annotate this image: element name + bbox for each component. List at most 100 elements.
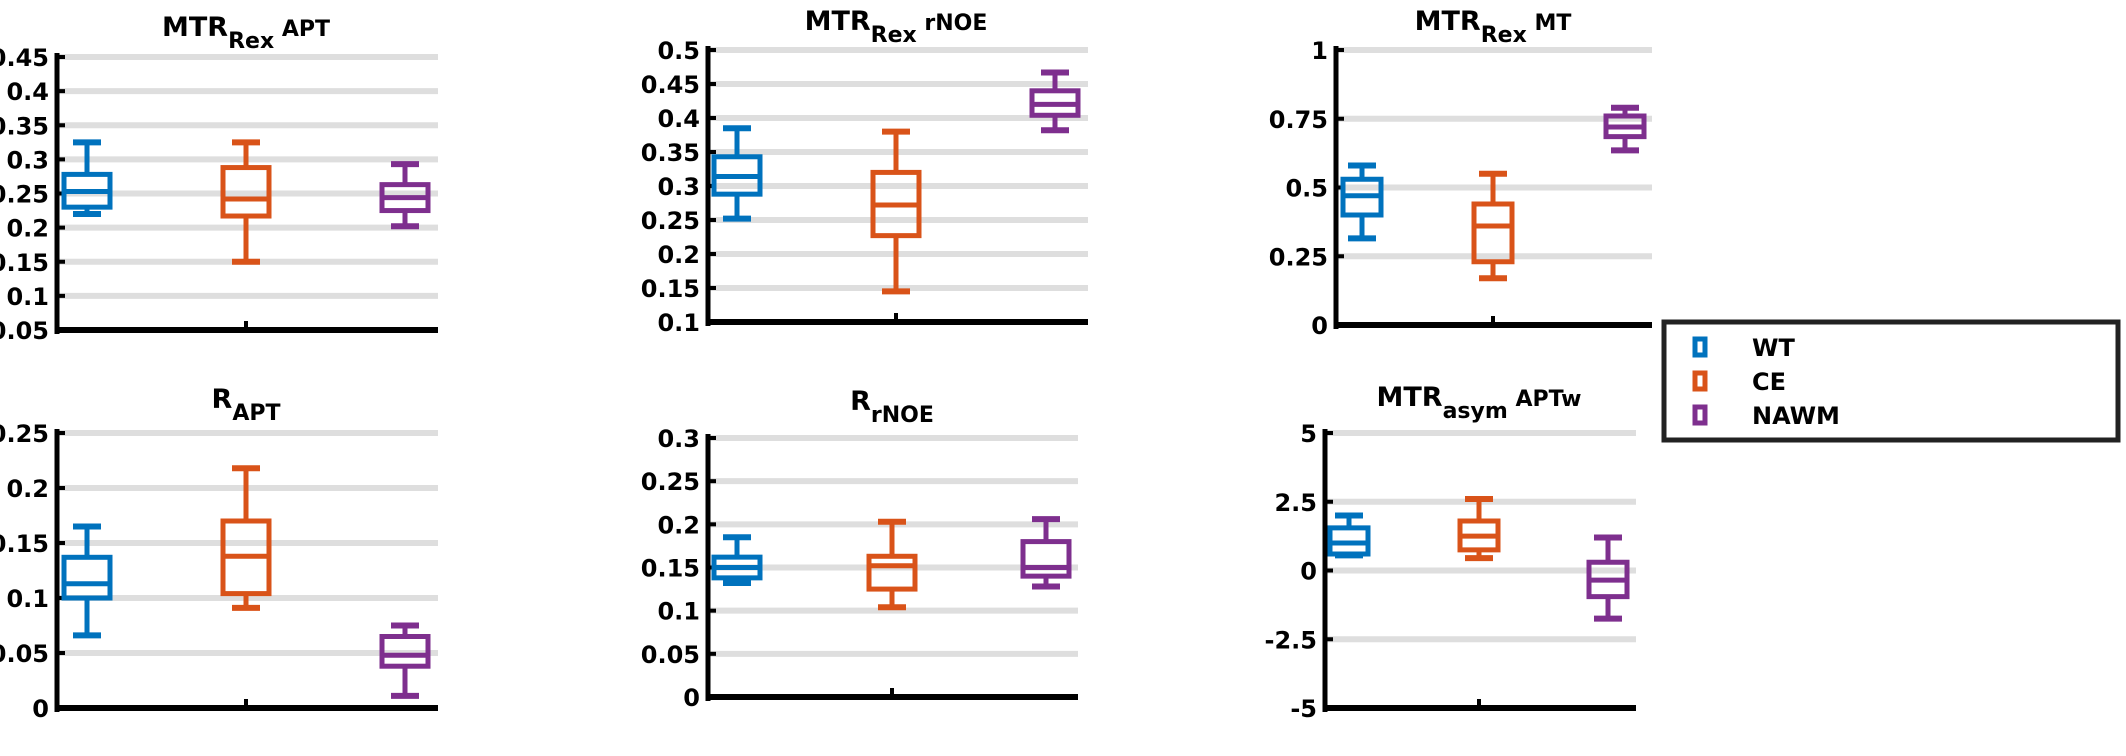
y-tick-label: 0.05 — [0, 317, 49, 345]
box-wt — [1340, 162, 1384, 242]
y-tick-label: 0.25 — [641, 468, 700, 496]
title-main: MTR — [1415, 6, 1481, 37]
y-tick-label: 0.05 — [0, 640, 49, 668]
panel-5: 0 0.05 0.1 0.15 0.2 0.25 0.3 RrNOE — [641, 386, 1078, 712]
iqr-box — [1471, 201, 1515, 265]
y-tick-label: -5 — [1290, 695, 1317, 723]
title-suffix: APT — [274, 17, 330, 42]
y-tick-label: 0.2 — [6, 215, 49, 243]
title-subscript: asym — [1443, 399, 1508, 424]
y-tick-label: 0.15 — [641, 275, 700, 303]
y-tick-label: 0.5 — [657, 37, 700, 65]
y-tick-label: 0.1 — [657, 309, 700, 337]
box-wt — [1327, 512, 1371, 559]
panel-1: 0.05 0.1 0.15 0.2 0.25 0.3 0.35 0.4 0.45 MTRRex A… — [0, 12, 438, 345]
legend: WT CE NAWM — [1661, 319, 2121, 443]
y-tick-label: 0.15 — [0, 249, 49, 277]
box-nawm — [1586, 534, 1630, 622]
y-tick-label: 0.1 — [6, 585, 49, 613]
y-tick-label: 0.1 — [6, 283, 49, 311]
legend-swatch-wt — [1692, 336, 1708, 358]
y-tick-label: 0.1 — [657, 598, 700, 626]
box-ce — [870, 128, 922, 295]
y-tick-label: 5 — [1300, 420, 1317, 448]
box-nawm — [1603, 104, 1647, 154]
y-tick-label: 0.45 — [0, 44, 49, 72]
panel-3: 0 0.25 0.5 0.75 1 MTRRex MT — [1269, 6, 1652, 340]
title-main: R — [212, 384, 233, 415]
y-tick-label: 0.3 — [6, 146, 49, 174]
box-ce — [220, 465, 272, 611]
box-wt — [711, 534, 763, 587]
y-tick-label: 0 — [32, 695, 49, 723]
box-nawm — [379, 622, 431, 699]
box-ce — [220, 139, 272, 265]
title-main: R — [850, 386, 871, 417]
title-main: MTR — [1376, 382, 1442, 413]
iqr-box — [379, 634, 431, 669]
legend-item-ce: CE — [1692, 368, 1786, 396]
y-tick-label: 1 — [1311, 37, 1328, 65]
box-nawm — [379, 161, 431, 230]
title-suffix: rNOE — [917, 11, 988, 36]
box-wt — [711, 125, 763, 222]
box-ce — [1457, 496, 1501, 562]
y-tick-label: 0.35 — [641, 139, 700, 167]
y-tick-label: 0.75 — [1269, 106, 1328, 134]
legend-label-ce: CE — [1752, 368, 1786, 396]
box-wt — [61, 523, 113, 639]
title-subscript: Rex — [871, 23, 917, 48]
y-tick-label: 0.05 — [641, 641, 700, 669]
y-tick-label: 0.15 — [0, 530, 49, 558]
panel-2: 0.1 0.15 0.2 0.25 0.3 0.35 0.4 0.45 0.5 MTRRex rN… — [641, 6, 1088, 337]
box-nawm — [1029, 69, 1081, 134]
box-nawm — [1020, 516, 1072, 590]
y-tick-label: 0.25 — [1269, 243, 1328, 271]
y-tick-label: 0.25 — [641, 207, 700, 235]
y-tick-label: 0.25 — [0, 181, 49, 209]
y-tick-label: 0.45 — [641, 71, 700, 99]
y-tick-label: 0.25 — [0, 420, 49, 448]
title-subscript: Rex — [1481, 23, 1527, 48]
y-tick-label: 0.5 — [1285, 175, 1328, 203]
legend-label-wt: WT — [1752, 334, 1795, 362]
panel-6: -5 -2.5 0 2.5 5 MTRasym APTw — [1265, 382, 1636, 723]
y-tick-label: 0 — [1300, 558, 1317, 586]
y-tick-label: 0.3 — [657, 425, 700, 453]
panel-title: MTRasym APTw — [1376, 382, 1581, 424]
box-wt — [61, 139, 113, 217]
y-tick-label: 0.35 — [0, 112, 49, 140]
iqr-box — [220, 165, 272, 219]
panel-title: RrNOE — [850, 386, 934, 428]
title-suffix: MT — [1527, 11, 1572, 36]
panel-title: MTRRex rNOE — [805, 6, 988, 48]
y-tick-label: 0.4 — [6, 78, 49, 106]
y-tick-label: 0.2 — [657, 241, 700, 269]
y-tick-label: -2.5 — [1265, 626, 1317, 654]
y-tick-label: 2.5 — [1274, 489, 1317, 517]
legend-frame — [1661, 319, 2121, 443]
legend-swatch-ce — [1692, 370, 1708, 392]
panel-4: 0 0.05 0.1 0.15 0.2 0.25 RAPT — [0, 384, 438, 723]
title-subscript: rNOE — [871, 403, 934, 428]
y-tick-label: 0 — [1311, 312, 1328, 340]
y-tick-label: 0 — [683, 684, 700, 712]
title-subscript: APT — [232, 401, 280, 426]
iqr-box — [61, 554, 113, 601]
y-tick-label: 0.3 — [657, 173, 700, 201]
legend-item-wt: WT — [1692, 334, 1795, 362]
panel-title: RAPT — [212, 384, 281, 426]
iqr-box — [1020, 539, 1072, 579]
box-ce — [866, 518, 918, 611]
y-tick-label: 0.2 — [657, 511, 700, 539]
iqr-box — [866, 553, 918, 592]
y-tick-label: 0.4 — [657, 105, 700, 133]
title-main: MTR — [162, 12, 228, 43]
legend-label-nawm: NAWM — [1752, 402, 1840, 430]
panel-title: MTRRex MT — [1415, 6, 1572, 48]
legend-swatch-nawm — [1692, 404, 1708, 426]
panel-title: MTRRex APT — [162, 12, 330, 54]
title-subscript: Rex — [228, 29, 274, 54]
legend-item-nawm: NAWM — [1692, 402, 1840, 430]
